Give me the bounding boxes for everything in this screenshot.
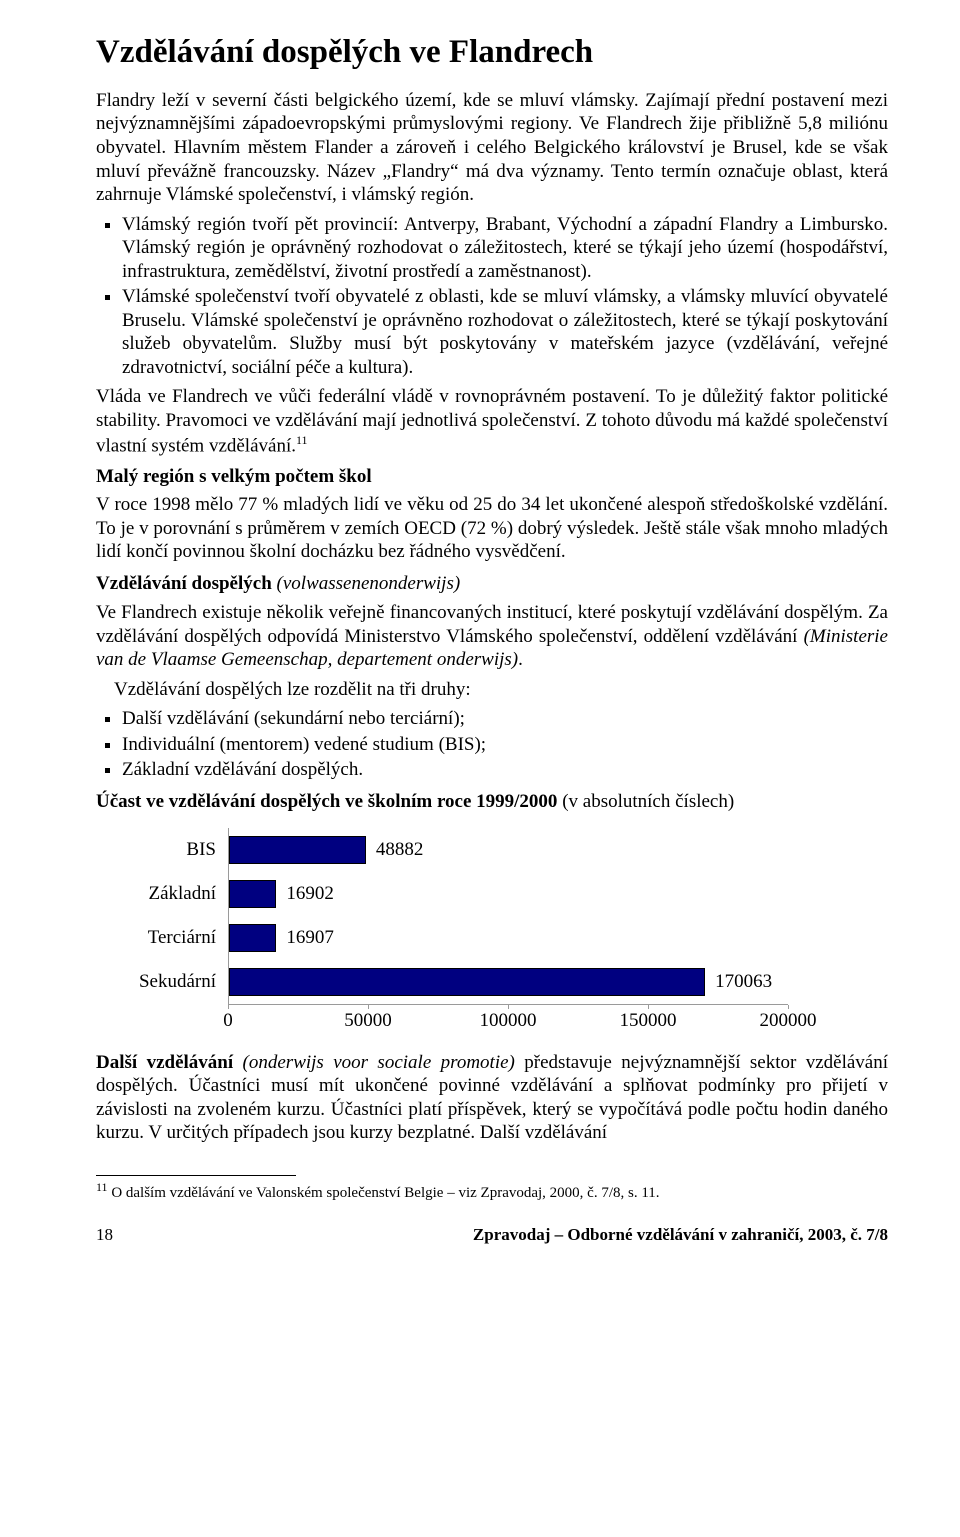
page-number: 18 xyxy=(96,1224,113,1245)
heading-bold: Vzdělávání dospělých xyxy=(96,573,272,594)
bullet-list-regions: Vlámský región tvoří pět provincií: Antv… xyxy=(96,213,888,380)
footnote-number: 11 xyxy=(96,1180,108,1194)
text: Vláda ve Flandrech ve vůči federální vlá… xyxy=(96,386,888,455)
chart-title: Účast ve vzdělávání dospělých ve školním… xyxy=(96,790,888,814)
chart-bar xyxy=(229,924,276,952)
heading-small-region: Malý región s velkým počtem škol xyxy=(96,465,888,489)
intro-paragraph: Flandry leží v severní části belgického … xyxy=(96,89,888,207)
paragraph-government: Vláda ve Flandrech ve vůči federální vlá… xyxy=(96,385,888,457)
page-title: Vzdělávání dospělých ve Flandrech xyxy=(96,32,888,73)
chart-value-label: 48882 xyxy=(376,838,424,862)
chart-bar-area: 48882 xyxy=(228,828,794,872)
chart-row: Sekudární 170063 xyxy=(114,960,794,1004)
paragraph-three-kinds: Vzdělávání dospělých lze rozdělit na tři… xyxy=(96,678,888,702)
chart-axis-tick: 100000 xyxy=(480,1009,537,1033)
heading-italic: (volwassenenonderwijs) xyxy=(272,573,460,594)
paragraph-small-region: V roce 1998 mělo 77 % mladých lidí ve vě… xyxy=(96,493,888,564)
list-item: Vlámské společenství tvoří obyvatelé z o… xyxy=(122,285,888,379)
chart-title-bold: Účast ve vzdělávání dospělých ve školním… xyxy=(96,791,557,812)
chart-bar-area: 170063 xyxy=(228,960,794,1004)
chart-axis-tick: 150000 xyxy=(620,1009,677,1033)
chart-axis-tick: 0 xyxy=(223,1009,233,1033)
text: . xyxy=(518,649,523,670)
bullet-list-kinds: Další vzdělávání (sekundární nebo terciá… xyxy=(96,707,888,782)
chart-bar xyxy=(229,880,276,908)
chart-value-label: 16907 xyxy=(286,926,334,950)
list-item: Další vzdělávání (sekundární nebo terciá… xyxy=(122,707,888,731)
chart-bar xyxy=(229,968,705,996)
footnote: 11 O dalším vzdělávání ve Valonském spol… xyxy=(96,1180,888,1202)
participation-bar-chart: BIS 48882 Základní 16902 Terciární 16907 Sekud… xyxy=(114,828,794,1033)
heading-adult-education: Vzdělávání dospělých (volwassenenonderwi… xyxy=(96,572,888,596)
text: Ve Flandrech existuje několik veřejně fi… xyxy=(96,602,888,647)
chart-value-label: 170063 xyxy=(715,970,772,994)
footnote-rule xyxy=(96,1175,296,1176)
text-italic: (onderwijs voor sociale promotie) xyxy=(233,1052,515,1073)
chart-bar xyxy=(229,836,366,864)
chart-row: Základní 16902 xyxy=(114,872,794,916)
chart-value-label: 16902 xyxy=(286,882,334,906)
text-bold: Další vzdělávání xyxy=(96,1052,233,1073)
list-item: Základní vzdělávání dospělých. xyxy=(122,758,888,782)
chart-axis-tick: 200000 xyxy=(760,1009,817,1033)
paragraph-adult-education: Ve Flandrech existuje několik veřejně fi… xyxy=(96,601,888,672)
paragraph-after-chart: Další vzdělávání (onderwijs voor sociale… xyxy=(96,1051,888,1145)
chart-category-label: Sekudární xyxy=(114,970,228,994)
chart-category-label: Základní xyxy=(114,882,228,906)
chart-row: BIS 48882 xyxy=(114,828,794,872)
chart-category-label: Terciární xyxy=(114,926,228,950)
chart-bar-area: 16907 xyxy=(228,916,794,960)
chart-row: Terciární 16907 xyxy=(114,916,794,960)
chart-title-tail: (v absolutních číslech) xyxy=(557,791,734,812)
footnote-text: O dalším vzdělávání ve Valonském společe… xyxy=(108,1185,660,1201)
footer-citation: Zpravodaj – Odborné vzdělávání v zahrani… xyxy=(473,1224,888,1245)
list-item: Individuální (mentorem) vedené studium (… xyxy=(122,733,888,757)
chart-axis-tick: 50000 xyxy=(344,1009,392,1033)
footnote-ref: 11 xyxy=(296,433,308,447)
chart-category-label: BIS xyxy=(114,838,228,862)
list-item: Vlámský región tvoří pět provincií: Antv… xyxy=(122,213,888,284)
page-footer: 18 Zpravodaj – Odborné vzdělávání v zahr… xyxy=(96,1224,888,1245)
chart-bar-area: 16902 xyxy=(228,872,794,916)
